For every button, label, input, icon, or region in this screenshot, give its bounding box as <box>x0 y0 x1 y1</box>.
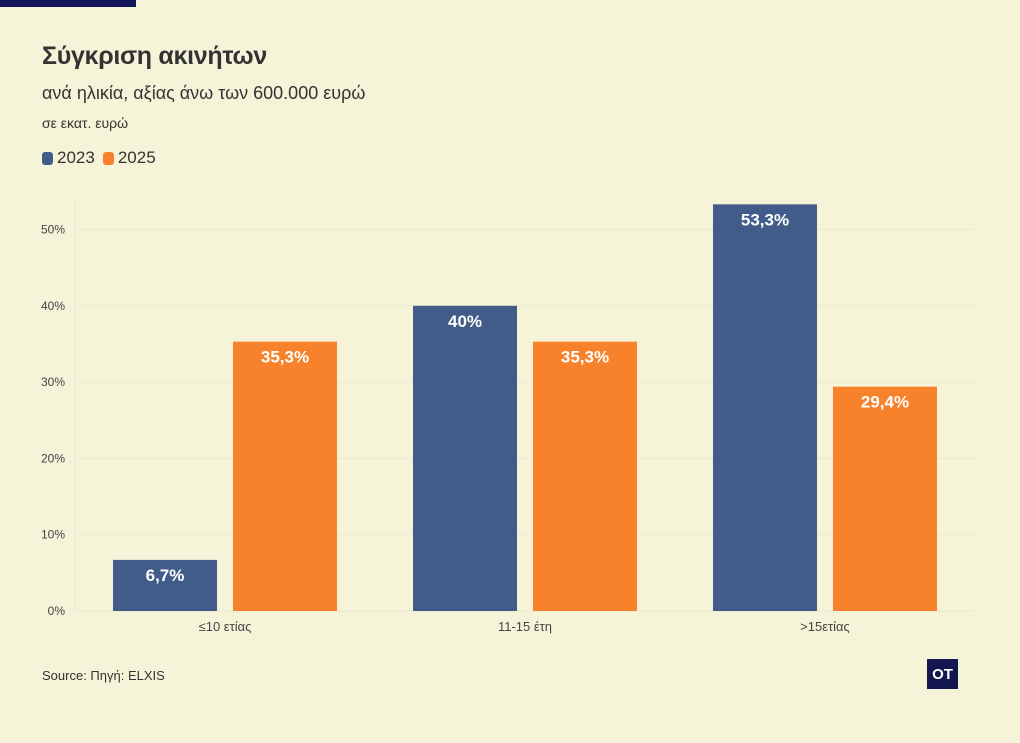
y-tick-label: 10% <box>41 528 65 542</box>
legend-item-2023[interactable]: 2023 <box>42 148 95 168</box>
bar-value-label: 35,3% <box>261 348 309 367</box>
bar-value-label: 35,3% <box>561 348 609 367</box>
legend: 2023 2025 <box>42 148 164 168</box>
bar-2023 <box>413 305 517 611</box>
publisher-logo: OT <box>927 659 958 689</box>
y-tick-label: 40% <box>41 299 65 313</box>
legend-label-2025: 2025 <box>117 148 156 167</box>
bar-2023 <box>713 204 817 612</box>
chart-title: Σύγκριση ακινήτων <box>42 42 267 70</box>
bar-value-label: 53,3% <box>741 210 789 229</box>
bar-value-label: 40% <box>448 312 482 331</box>
x-category-label: >15ετίας <box>800 619 850 634</box>
chart-unit-note: σε εκατ. ευρώ <box>42 115 129 131</box>
y-tick-label: 20% <box>41 451 65 465</box>
bar-2023 <box>113 559 217 611</box>
y-tick-label: 50% <box>41 223 65 237</box>
bar-2025 <box>533 341 637 611</box>
x-category-label: 11-15 έτη <box>498 619 552 634</box>
legend-label-2023: 2023 <box>57 148 95 167</box>
bar-2025 <box>233 341 337 611</box>
legend-swatch-2023 <box>42 151 53 165</box>
bar-2025 <box>833 386 937 611</box>
legend-swatch-2025 <box>102 151 114 165</box>
y-tick-label: 30% <box>41 375 65 389</box>
bar-value-label: 6,7% <box>146 566 185 585</box>
bar-value-label: 29,4% <box>861 393 909 412</box>
legend-item-2025[interactable]: 2025 <box>102 148 156 168</box>
x-category-label: ≤10 ετίας <box>199 619 252 634</box>
chart-subtitle: ανά ηλικία, αξίας άνω των 600.000 ευρώ <box>42 83 366 103</box>
source-note: Source: Πηγή: ELXIS <box>42 668 165 683</box>
top-accent-bar <box>0 0 136 7</box>
y-tick-label: 0% <box>48 604 66 618</box>
